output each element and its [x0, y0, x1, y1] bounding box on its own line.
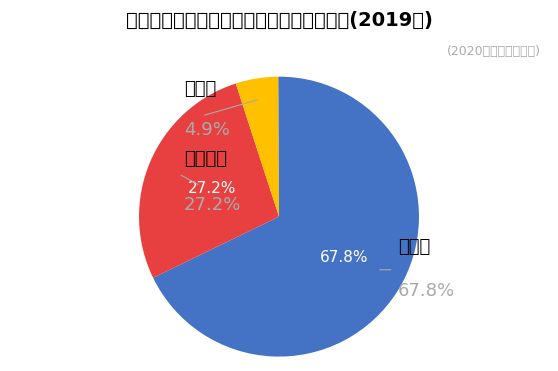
- Text: 67.8%: 67.8%: [398, 282, 455, 301]
- Text: 4.9%: 4.9%: [184, 121, 230, 139]
- Wedge shape: [139, 83, 279, 278]
- Text: (2020年警察庁データ): (2020年警察庁データ): [448, 45, 541, 58]
- Text: 住宅を発生場所とする侵入窃盗の認知件数(2019年): 住宅を発生場所とする侵入窃盗の認知件数(2019年): [126, 11, 432, 30]
- Text: 67.8%: 67.8%: [320, 250, 368, 265]
- Text: 居空き: 居空き: [184, 80, 216, 98]
- Wedge shape: [235, 77, 279, 217]
- Text: 空き巣: 空き巣: [398, 238, 430, 256]
- Wedge shape: [278, 77, 279, 217]
- Text: 忍び込み: 忍び込み: [184, 150, 227, 168]
- Text: 27.2%: 27.2%: [188, 181, 236, 196]
- Wedge shape: [153, 77, 419, 357]
- Text: 27.2%: 27.2%: [184, 196, 241, 214]
